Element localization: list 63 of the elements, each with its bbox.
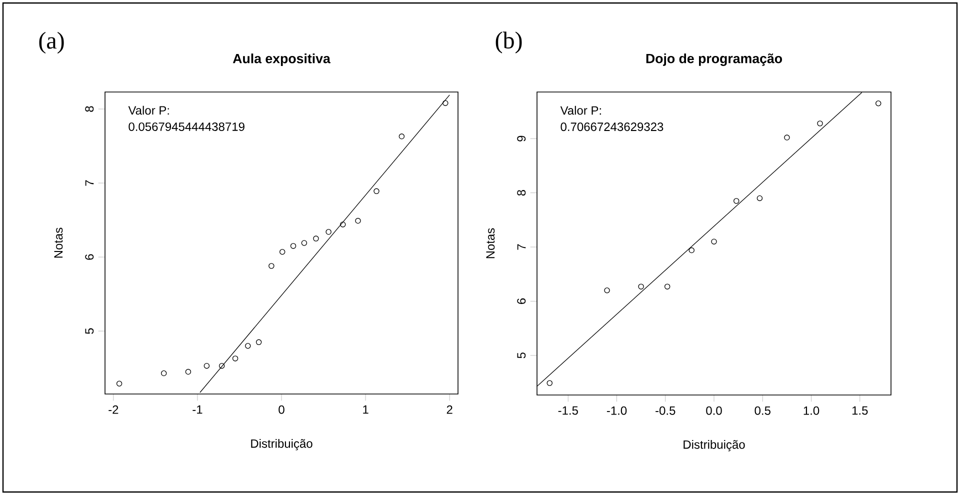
point [268,263,274,269]
point [688,247,694,254]
annotation: 0.0567945444438719 [128,122,244,131]
point [313,236,319,242]
point [875,100,882,106]
point [326,229,332,235]
point [116,380,122,386]
point [232,356,238,362]
y-tick-label: 6 [517,298,526,304]
y-axis-title: Notas [54,228,63,258]
x-tick-label: 1.0 [804,406,820,415]
annotation: Valor P: [560,106,601,115]
point [374,188,380,194]
point [301,240,308,246]
text: (b) [496,32,522,54]
point [256,339,262,346]
point [290,243,296,249]
annotation: 0.70667243629323 [560,122,664,132]
x-tick-label: 0 [278,405,284,414]
y-tick-label: 7 [85,180,94,186]
y-tick-label: 5 [517,352,526,358]
point [355,218,361,224]
x-tick-label: 1 [363,405,368,414]
point [340,222,346,228]
x-tick-label: 0.0 [706,406,722,415]
point [204,362,210,369]
annotation: Valor P: [128,106,169,115]
point [546,380,553,386]
x-tick-label: -1.5 [558,406,578,415]
point [185,368,192,375]
x-axis-title: Distribuição [251,439,312,450]
y-tick-label: 7 [517,244,526,250]
point [245,343,251,349]
x-tick-label: -1 [192,405,202,414]
chart-title: Aula expositiva [232,54,330,66]
chart-title: Dojo de programação [646,53,782,66]
x-tick-label: 2 [446,405,452,414]
point [817,120,823,126]
point [604,288,610,294]
point [711,238,717,244]
y-tick-label: 5 [85,328,94,334]
point [664,284,670,290]
y-tick-label: 9 [517,136,526,142]
point [218,362,225,369]
x-tick-label: 1.5 [852,406,868,415]
y-tick-label: 8 [85,106,94,112]
x-tick-label: 0.5 [754,406,770,415]
point [442,100,448,106]
point [756,195,763,202]
point [398,134,405,140]
y-tick-label: 6 [85,254,94,260]
x-axis-title: Distribuição [684,440,745,452]
point [160,370,167,376]
y-tick-label: 8 [517,190,526,196]
x-tick-label: -1.0 [606,406,627,415]
point [279,249,286,255]
point [784,134,790,140]
point [638,284,644,290]
x-tick-label: -0.5 [656,406,676,415]
point [734,198,740,204]
x-tick-label: -2 [108,405,118,414]
text: (a) [39,32,64,54]
y-axis-title: Notas [486,228,495,258]
